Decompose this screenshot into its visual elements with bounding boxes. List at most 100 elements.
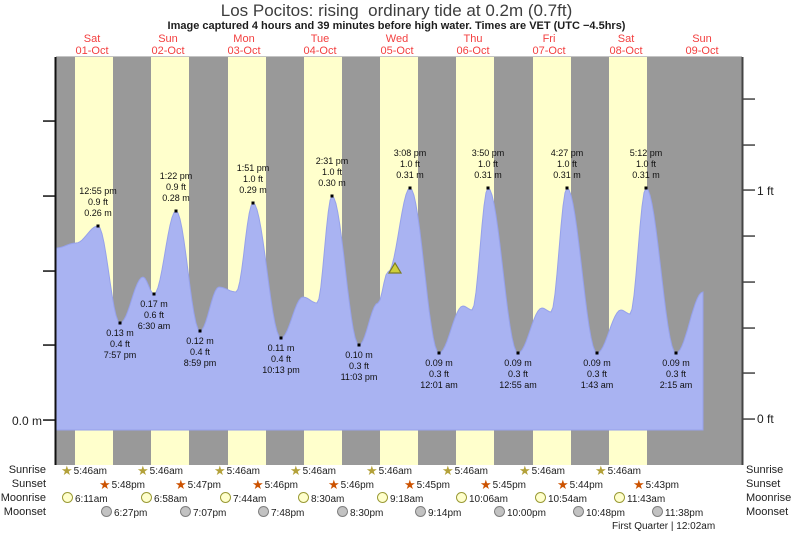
right-axis-tick xyxy=(743,144,755,146)
sunset-event: ★5:46pm xyxy=(252,478,298,492)
low-tide-label: 0.09 m 0.3 ft 1:43 am xyxy=(561,358,633,391)
tide-label-line: 12:01 am xyxy=(420,380,458,390)
tide-label-line: 1:51 pm xyxy=(236,163,270,173)
sunrise-event: ★5:46am xyxy=(442,464,488,478)
sunset-time: 5:45pm xyxy=(492,480,527,491)
moonrise-row-label-left: Moonrise xyxy=(0,492,46,504)
sunrise-row: Sunrise Sunrise ★5:46am ★5:46am ★5:46am ★5:46… xyxy=(0,464,793,477)
tide-label-line: 0.4 ft xyxy=(109,339,130,349)
right-axis-tick xyxy=(743,372,755,374)
tide-extreme-dot xyxy=(437,351,441,355)
moonset-time: 10:48pm xyxy=(586,508,625,519)
tide-label-line: 12:55 am xyxy=(499,380,537,390)
tide-label-line: 1:22 pm xyxy=(159,171,193,181)
moonset-time: 11:38pm xyxy=(665,508,704,519)
sunrise-icon: ★ xyxy=(595,463,607,478)
tide-label-line: 2:15 am xyxy=(659,380,693,390)
moonrise-row: Moonrise Moonrise 6:11am 6:58am 7:44am 8:30am… xyxy=(0,492,793,505)
tide-label-line: 0.09 m xyxy=(662,358,690,368)
date-label: 08-Oct xyxy=(609,45,643,57)
low-tide-label: 0.13 m 0.4 ft 7:57 pm xyxy=(84,328,156,361)
date-label: 03-Oct xyxy=(227,45,261,57)
right-axis-zero-foot-label: 0 ft xyxy=(757,412,774,426)
tide-extreme-dot xyxy=(118,321,122,325)
moonset-row-label-right: Moonset xyxy=(746,506,789,518)
tide-label-line: 1.0 ft xyxy=(242,174,263,184)
tide-label-line: 0.31 m xyxy=(632,170,660,180)
moonrise-icon xyxy=(614,492,625,503)
weekday-name: Sun xyxy=(158,33,178,45)
tide-extreme-dot xyxy=(357,343,361,347)
day-column-label: Thu 06-Oct xyxy=(435,33,511,57)
sunrise-time: 5:46am xyxy=(378,466,413,477)
sunset-icon: ★ xyxy=(404,477,416,492)
sunrise-time: 5:46am xyxy=(226,466,261,477)
left-axis-tick xyxy=(43,419,56,421)
weekday-name: Fri xyxy=(542,33,556,45)
high-tide-label: 5:12 pm 1.0 ft 0.31 m xyxy=(610,148,682,181)
sunrise-event: ★5:46am xyxy=(214,464,260,478)
sunrise-time: 5:46am xyxy=(531,466,566,477)
moonset-icon xyxy=(337,506,348,517)
tide-label-line: 0.4 ft xyxy=(270,354,291,364)
sunrise-row-label-right: Sunrise xyxy=(746,464,784,476)
low-tide-label: 0.09 m 0.3 ft 12:01 am xyxy=(403,358,475,391)
tide-label-line: 7:57 pm xyxy=(103,350,137,360)
tide-label-line: 0.3 ft xyxy=(665,369,686,379)
moonrise-event: 10:54am xyxy=(535,492,587,506)
tide-label-line: 10:13 pm xyxy=(262,365,300,375)
sunrise-icon: ★ xyxy=(519,463,531,478)
moonset-event: 7:48pm xyxy=(258,506,304,520)
tide-label-line: 0.3 ft xyxy=(507,369,528,379)
sunset-time: 5:47pm xyxy=(187,480,222,491)
date-label: 04-Oct xyxy=(303,45,337,57)
moonrise-event: 9:18am xyxy=(377,492,423,506)
moonrise-time: 6:11am xyxy=(75,494,108,505)
moonset-time: 7:07pm xyxy=(193,508,227,519)
high-tide-label: 1:51 pm 1.0 ft 0.29 m xyxy=(217,163,289,196)
sunrise-time: 5:46am xyxy=(454,466,489,477)
left-axis-tick xyxy=(43,120,56,122)
day-column-label: Sat 08-Oct xyxy=(588,33,664,57)
moonrise-time: 6:58am xyxy=(154,494,188,505)
tide-label-line: 12:55 pm xyxy=(79,186,117,196)
moonrise-time: 8:30am xyxy=(311,494,345,505)
left-axis-tick xyxy=(43,270,56,272)
tide-extreme-dot xyxy=(516,351,520,355)
date-label: 05-Oct xyxy=(380,45,414,57)
low-tide-label: 0.09 m 0.3 ft 12:55 am xyxy=(482,358,554,391)
sunset-event: ★5:43pm xyxy=(633,478,679,492)
moonset-time: 9:14pm xyxy=(428,508,462,519)
sunset-row-label-left: Sunset xyxy=(11,478,46,490)
weekday-name: Wed xyxy=(385,33,409,45)
tide-extreme-dot xyxy=(565,186,569,190)
moonrise-icon xyxy=(377,492,388,503)
moonrise-row-label-right: Moonrise xyxy=(746,492,792,504)
moonrise-event: 7:44am xyxy=(220,492,266,506)
right-axis-tick xyxy=(743,281,755,283)
sunset-event: ★5:47pm xyxy=(175,478,221,492)
day-column-label: Wed 05-Oct xyxy=(359,33,435,57)
tide-label-line: 0.26 m xyxy=(84,208,112,218)
sunrise-icon: ★ xyxy=(290,463,302,478)
high-tide-label: 2:31 pm 1.0 ft 0.30 m xyxy=(296,156,368,189)
low-tide-label: 0.17 m 0.6 ft 6:30 am xyxy=(118,299,190,332)
moonrise-icon xyxy=(535,492,546,503)
tide-label-line: 0.11 m xyxy=(267,343,295,353)
moonrise-time: 7:44am xyxy=(233,494,267,505)
left-axis-tick xyxy=(43,195,56,197)
moonrise-time: 9:18am xyxy=(390,494,424,505)
sunset-icon: ★ xyxy=(252,477,264,492)
right-axis-line xyxy=(741,57,744,465)
weekday-name: Tue xyxy=(310,33,330,45)
tide-label-line: 2:31 pm xyxy=(315,156,349,166)
sunset-row: Sunset Sunset ★5:48pm ★5:47pm ★5:46pm ★5:46pm… xyxy=(0,478,793,491)
sunrise-icon: ★ xyxy=(137,463,149,478)
tide-label-line: 0.09 m xyxy=(504,358,532,368)
tide-label-line: 0.3 ft xyxy=(586,369,607,379)
tide-extreme-dot xyxy=(486,186,490,190)
moonset-icon xyxy=(258,506,269,517)
moonrise-event: 6:58am xyxy=(141,492,187,506)
